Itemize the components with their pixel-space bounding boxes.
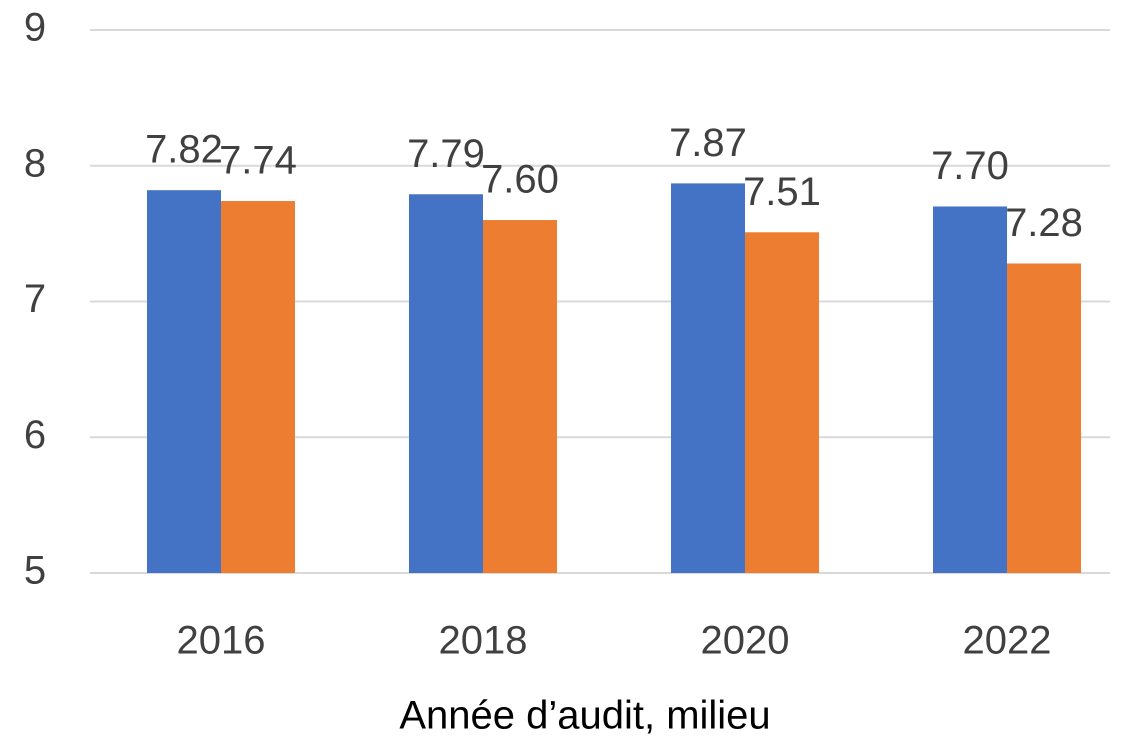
y-tick-label: 5 <box>24 549 46 593</box>
y-tick-label: 9 <box>24 6 46 50</box>
data-label: 7.51 <box>743 170 821 214</box>
data-label: 7.70 <box>931 144 1009 188</box>
bar <box>745 232 819 573</box>
bar <box>409 194 483 573</box>
data-label: 7.79 <box>407 132 485 176</box>
x-tick-label: 2018 <box>439 619 528 663</box>
bar <box>147 190 221 573</box>
data-label: 7.87 <box>669 121 747 165</box>
x-tick-label: 2016 <box>177 619 266 663</box>
bar <box>671 183 745 573</box>
bar <box>933 206 1007 573</box>
x-tick-label: 2022 <box>963 619 1052 663</box>
bar <box>483 220 557 574</box>
data-label: 7.28 <box>1005 201 1083 245</box>
y-tick-label: 6 <box>24 413 46 457</box>
data-label: 7.60 <box>481 158 559 202</box>
y-tick-label: 7 <box>24 277 46 321</box>
data-label: 7.74 <box>219 139 297 183</box>
bar <box>221 201 295 574</box>
x-axis-title: Année d’audit, milieu <box>399 694 770 738</box>
data-label: 7.82 <box>145 128 223 172</box>
bar <box>1007 263 1081 573</box>
x-tick-label: 2020 <box>701 619 790 663</box>
y-tick-label: 8 <box>24 141 46 185</box>
